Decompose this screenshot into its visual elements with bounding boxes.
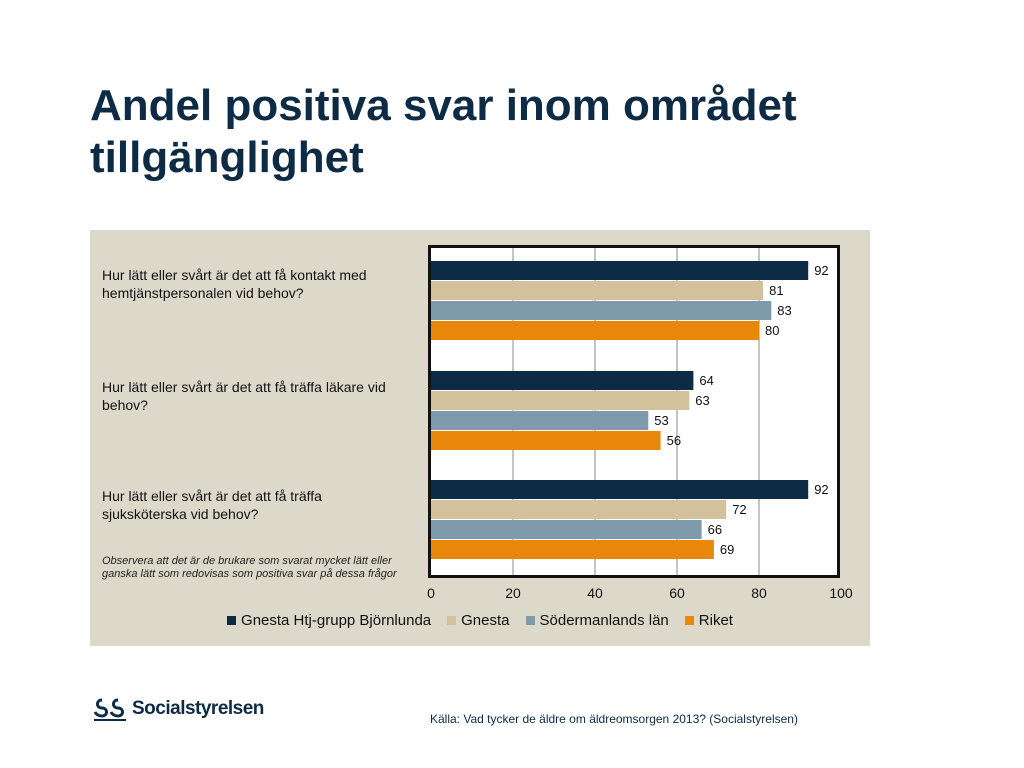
data-label-c1-s4: 80 [765,323,779,338]
data-label-c1-s2: 81 [769,283,783,298]
slide-title: Andel positiva svar inom området tillgän… [90,81,797,182]
category-label-2: Hur lätt eller svårt är det att få träff… [102,379,386,413]
data-label-c3-s1: 92 [814,482,828,497]
data-label-c1-s3: 83 [777,303,791,318]
logo-text: Socialstyrelsen [132,698,264,719]
bar-c3-s2 [431,500,727,519]
legend-item-1: Gnesta Htj-grupp Björnlunda [227,612,431,629]
bar-c3-s1 [431,480,809,499]
legend-swatch-4 [684,616,694,625]
bar-c2-s3 [431,411,649,430]
bar-c1-s3 [431,301,772,320]
bar-c1-s2 [431,281,764,300]
category-label-3: Hur lätt eller svårt är det att få träff… [102,488,322,522]
data-label-c2-s4: 56 [667,433,681,448]
source-citation: Källa: Vad tycker de äldre om äldreomsor… [430,712,798,726]
data-label-c2-s2: 63 [695,393,709,408]
bar-c3-s3 [431,520,702,539]
x-tick-label-100: 100 [829,585,853,601]
logo-emblem-icon [93,698,126,721]
bar-c1-s4 [431,321,759,340]
bar-c2-s2 [431,391,690,410]
bar-c2-s4 [431,431,661,450]
legend-item-2: Gnesta [447,612,510,629]
legend-label-1: Gnesta Htj-grupp Björnlunda [241,612,432,629]
x-tick-label-80: 80 [751,585,767,601]
legend-swatch-2 [447,616,457,625]
category-label-1: Hur lätt eller svårt är det att få konta… [102,267,367,301]
data-label-c3-s2: 72 [732,502,746,517]
legend-label-3: Södermanlands län [539,612,669,629]
legend-label-2: Gnesta [461,612,510,629]
data-label-c3-s3: 66 [708,522,722,537]
legend-label-4: Riket [698,612,733,629]
x-tick-label-0: 0 [427,585,435,601]
legend-item-3: Södermanlands län [525,612,669,629]
legend: Gnesta Htj-grupp Björnlunda Gnesta Söder… [90,612,870,629]
legend-swatch-3 [525,616,535,625]
bar-c3-s4 [431,540,714,559]
legend-swatch-1 [227,616,237,625]
x-tick-label-60: 60 [669,585,685,601]
footnote: Observera att det är de brukare som svar… [102,555,397,580]
x-tick-label-40: 40 [587,585,603,601]
data-label-c3-s4: 69 [720,542,734,557]
bar-c2-s1 [431,371,694,390]
data-label-c1-s1: 92 [814,263,828,278]
data-label-c2-s3: 53 [654,413,668,428]
data-label-c2-s1: 64 [699,373,713,388]
x-tick-label-20: 20 [505,585,521,601]
socialstyrelsen-logo: Socialstyrelsen [92,694,264,724]
legend-item-4: Riket [684,612,733,629]
bar-c1-s1 [431,261,809,280]
